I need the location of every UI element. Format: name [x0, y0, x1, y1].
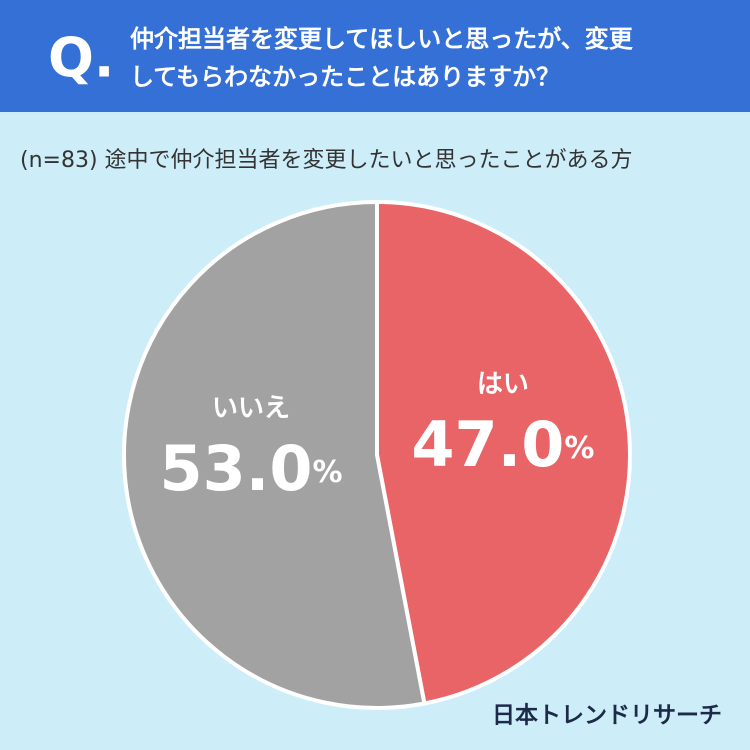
- q-mark: Q.: [48, 27, 114, 90]
- pie-slice: [122, 199, 427, 710]
- source-brand: 日本トレンドリサーチ: [492, 703, 722, 729]
- value-label: 53.0%: [160, 432, 343, 505]
- slice-name: いいえ: [212, 393, 290, 423]
- slice-name: はい: [477, 370, 529, 400]
- pie: はい 47.0% いいえ 53.0%: [122, 199, 632, 710]
- header-band: [0, 0, 750, 112]
- value-label: 47.0%: [411, 408, 594, 481]
- question-line: してもらわなかったことはありますか？: [130, 63, 560, 91]
- question-line: 仲介担当者を変更してほしいと思ったが、変更: [130, 25, 634, 53]
- subtitle: (n=83) 途中で仲介担当者を変更したいと思ったことがある方: [20, 148, 633, 173]
- pie-slice: [375, 199, 632, 706]
